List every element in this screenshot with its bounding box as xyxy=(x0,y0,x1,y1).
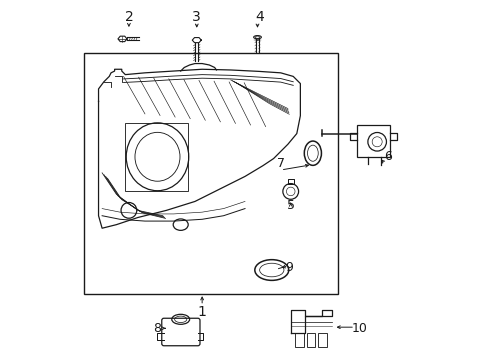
Text: 5: 5 xyxy=(288,198,295,212)
Text: 1: 1 xyxy=(197,305,207,319)
Bar xyxy=(318,333,327,347)
Bar xyxy=(357,125,390,157)
Text: 8: 8 xyxy=(153,322,162,335)
Text: 7: 7 xyxy=(277,157,285,170)
Bar xyxy=(295,333,304,347)
Text: 10: 10 xyxy=(351,322,367,335)
Text: 2: 2 xyxy=(124,10,133,24)
Bar xyxy=(307,333,316,347)
Text: 3: 3 xyxy=(193,10,201,24)
Text: 9: 9 xyxy=(286,261,294,274)
Text: 6: 6 xyxy=(384,150,392,163)
Bar xyxy=(125,123,188,191)
Bar xyxy=(84,53,338,294)
Text: 4: 4 xyxy=(255,10,264,24)
